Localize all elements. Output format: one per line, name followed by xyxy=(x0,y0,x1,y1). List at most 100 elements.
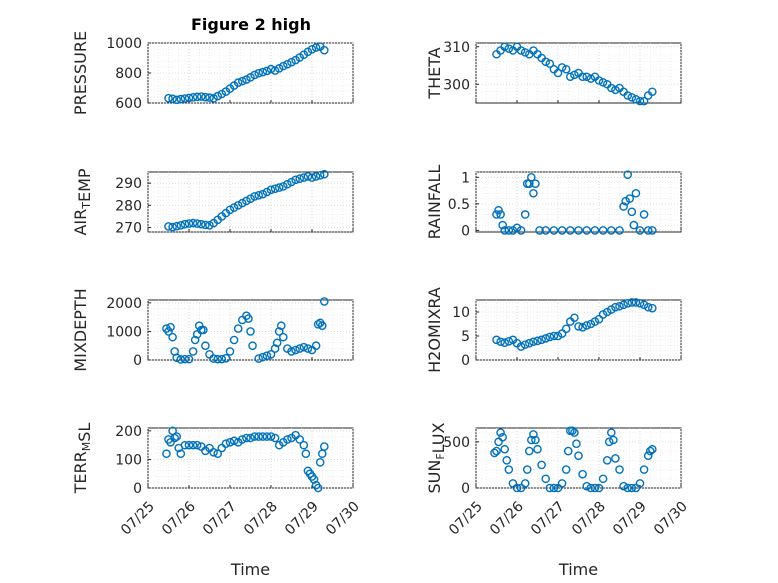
data-point xyxy=(570,70,579,80)
data-point xyxy=(250,70,259,80)
y-axis-label: MIXDEPTH xyxy=(71,288,90,371)
data-point xyxy=(274,64,284,73)
data-point xyxy=(639,96,649,106)
data-point xyxy=(590,483,600,493)
y-tick-label: 10 xyxy=(452,305,470,321)
data-point xyxy=(645,446,655,456)
data-point xyxy=(180,219,190,229)
data-point xyxy=(274,327,284,336)
data-point xyxy=(276,321,286,331)
data-point xyxy=(578,469,587,479)
data-point xyxy=(199,325,208,335)
data-point xyxy=(643,451,653,460)
data-point xyxy=(209,447,218,457)
y-tick-label: 290 xyxy=(115,176,142,192)
data-point xyxy=(570,313,579,323)
data-point xyxy=(574,226,583,235)
data-point xyxy=(233,201,243,210)
data-point xyxy=(635,226,645,235)
data-point xyxy=(248,341,257,351)
data-point xyxy=(496,210,505,219)
data-point xyxy=(315,457,325,467)
data-point xyxy=(529,337,538,347)
data-point xyxy=(541,474,551,484)
data-point xyxy=(516,46,526,55)
data-point xyxy=(594,483,604,493)
data-point xyxy=(537,335,546,345)
data-point xyxy=(563,446,573,456)
data-point xyxy=(527,173,536,182)
y-axis-label-part: H2OMIXRA xyxy=(425,287,444,373)
data-point xyxy=(270,344,280,353)
data-point xyxy=(270,184,280,193)
data-point xyxy=(500,444,510,454)
axes-rainfall: 0 0.5 1 RAINFALL xyxy=(425,165,682,240)
series-0 xyxy=(162,426,329,493)
data-point xyxy=(213,91,222,101)
data-point xyxy=(295,435,305,444)
data-point xyxy=(192,219,202,228)
data-point xyxy=(262,351,272,361)
data-point xyxy=(201,341,210,351)
data-point xyxy=(244,314,253,323)
data-point xyxy=(566,226,575,235)
series-0 xyxy=(164,42,329,105)
data-point xyxy=(250,192,259,201)
data-point xyxy=(504,465,514,474)
data-point xyxy=(254,432,264,441)
data-point xyxy=(574,451,583,460)
data-point xyxy=(561,465,571,474)
data-point xyxy=(512,483,522,493)
y-axis-label-part: MIXDEPTH xyxy=(71,288,90,371)
data-point xyxy=(229,203,239,212)
data-point xyxy=(522,465,532,474)
data-point xyxy=(172,95,181,105)
y-tick-label: 800 xyxy=(115,66,142,82)
data-point xyxy=(609,435,618,445)
data-point xyxy=(319,169,329,179)
data-point xyxy=(192,440,202,450)
data-point xyxy=(190,335,200,345)
data-point xyxy=(535,226,544,235)
axes-air-temp: 270 280 290 AIRTEMP xyxy=(71,168,354,237)
data-point xyxy=(188,218,198,228)
y-axis-label-part: RAINFALL xyxy=(425,165,444,240)
data-point xyxy=(229,436,239,446)
data-point xyxy=(529,430,538,439)
data-point xyxy=(213,449,222,459)
data-point xyxy=(566,72,575,82)
data-point xyxy=(172,432,181,441)
data-point xyxy=(172,353,181,363)
data-point xyxy=(516,226,526,235)
y-axis-label: THETA xyxy=(425,47,444,99)
data-point xyxy=(590,226,600,235)
y-tick-label: 0 xyxy=(461,481,470,497)
data-point xyxy=(176,355,186,364)
data-point xyxy=(549,226,559,235)
data-point xyxy=(262,187,272,197)
data-point xyxy=(572,439,581,448)
data-point xyxy=(561,64,571,74)
data-point xyxy=(213,354,222,364)
data-point xyxy=(500,226,510,235)
data-point xyxy=(184,93,194,103)
data-point xyxy=(557,479,567,488)
series-0 xyxy=(492,170,657,235)
data-point xyxy=(319,45,329,55)
data-point xyxy=(504,336,514,346)
data-point xyxy=(578,323,587,332)
y-tick-label: 310 xyxy=(443,40,470,56)
data-point xyxy=(492,210,501,219)
y-axis-label: AIRTEMP xyxy=(71,168,94,235)
y-axis-label: TERRMSL xyxy=(71,423,94,495)
data-point xyxy=(598,226,608,235)
data-point xyxy=(217,354,227,364)
series-0 xyxy=(162,297,329,364)
data-point xyxy=(225,437,235,447)
data-point xyxy=(242,75,251,84)
data-point xyxy=(309,475,319,484)
data-point xyxy=(500,42,510,52)
data-point xyxy=(246,433,255,443)
data-point xyxy=(315,171,325,180)
data-point xyxy=(287,57,296,67)
